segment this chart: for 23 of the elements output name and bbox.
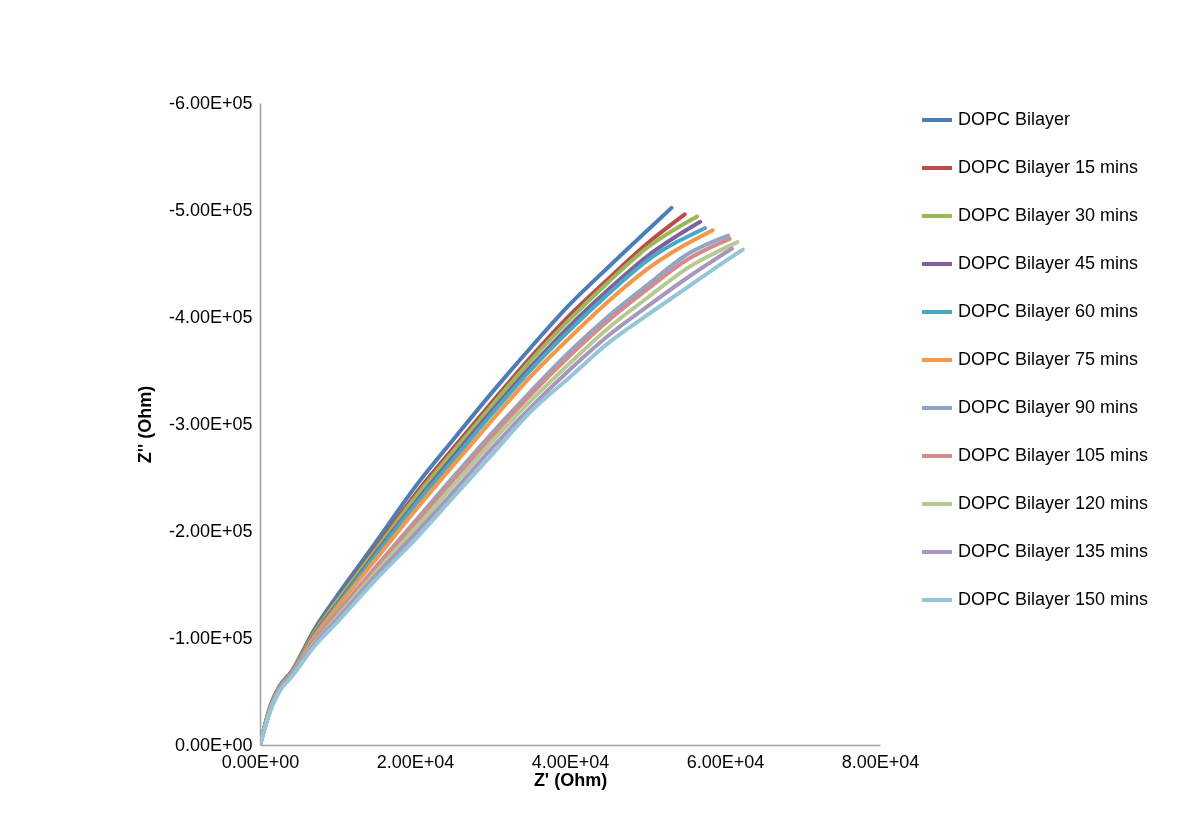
y-tick-label: -3.00E+05 [168, 413, 253, 434]
y-tick-label: -1.00E+05 [168, 627, 253, 648]
x-tick-label: 2.00E+04 [376, 751, 455, 772]
x-tick-label: 8.00E+04 [841, 751, 920, 772]
legend-label: DOPC Bilayer 75 mins [958, 349, 1139, 369]
legend-label: DOPC Bilayer 45 mins [958, 253, 1139, 273]
y-tick-label: -2.00E+05 [168, 520, 253, 541]
legend-label: DOPC Bilayer 60 mins [958, 301, 1139, 321]
y-tick-label: -5.00E+05 [168, 199, 253, 220]
legend-label: DOPC Bilayer 30 mins [958, 205, 1139, 225]
y-axis-title: Z'' (Ohm) [134, 385, 155, 464]
x-tick-label: 4.00E+04 [531, 751, 610, 772]
legend-label: DOPC Bilayer 135 mins [958, 541, 1149, 561]
legend-label: DOPC Bilayer 15 mins [958, 157, 1139, 177]
legend-label: DOPC Bilayer 150 mins [958, 589, 1149, 609]
legend-label: DOPC Bilayer 90 mins [958, 397, 1139, 417]
legend-label: DOPC Bilayer [958, 109, 1071, 129]
legend-label: DOPC Bilayer 105 mins [958, 445, 1149, 465]
x-axis-title: Z' (Ohm) [533, 769, 608, 790]
legend-label: DOPC Bilayer 120 mins [958, 493, 1149, 513]
y-tick-label: -6.00E+05 [168, 92, 253, 113]
x-tick-label: 6.00E+04 [686, 751, 765, 772]
y-tick-label: -4.00E+05 [168, 306, 253, 327]
